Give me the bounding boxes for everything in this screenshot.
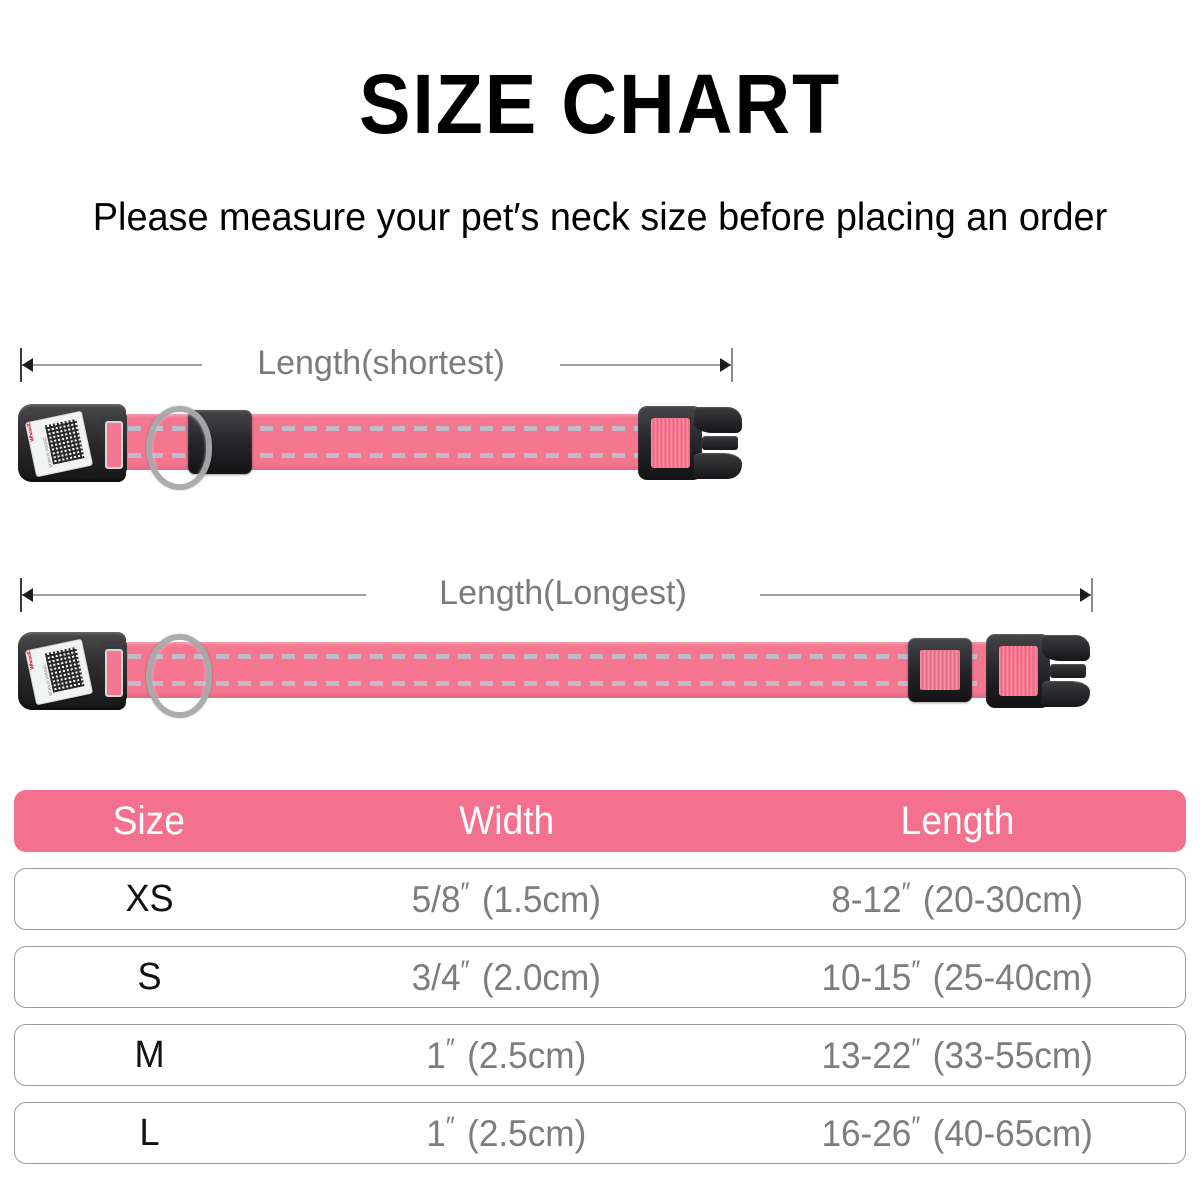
dimension-label-longest: Length(Longest) <box>439 574 687 612</box>
cell-size: M <box>134 1034 165 1076</box>
dimension-arrowhead-right <box>1080 588 1091 602</box>
cell-length-cm: (40-65cm) <box>932 1113 1093 1155</box>
cell-width-cm: (1.5cm) <box>481 879 602 921</box>
buckle-prong-bottom <box>694 453 742 479</box>
inch-mark: ″ <box>911 1111 920 1142</box>
d-ring-icon <box>146 634 212 718</box>
dimension-line-longest: Length(Longest) <box>0 574 1120 612</box>
size-table: Size Width Length XS 5/8″ (1.5cm) 8-12″ (2… <box>14 790 1186 1164</box>
table-row: S 3/4″ (2.0cm) 10-15″ (25-40cm) <box>14 946 1186 1008</box>
cell-length-cm: (33-55cm) <box>932 1035 1093 1077</box>
dimension-longest: Length(Longest) <box>0 574 1120 628</box>
buckle-webbing-slot <box>104 649 123 697</box>
page-subtitle: Please measure your pet′s neck size befo… <box>92 196 1108 239</box>
column-header-size: Size <box>112 799 185 843</box>
dimension-shortest: Length(shortest) <box>0 344 760 398</box>
cell-size: XS <box>125 878 174 920</box>
cell-length: 10-15″ (25-40cm) <box>740 955 1173 999</box>
cell-width: 1″ (2.5cm) <box>295 1111 717 1155</box>
cell-width: 3/4″ (2.0cm) <box>295 955 717 999</box>
cell-length-inches: 10-15 <box>821 957 912 999</box>
inch-mark: ″ <box>460 955 470 986</box>
table-row: L 1″ (2.5cm) 16-26″ (40-65cm) <box>14 1102 1186 1164</box>
cell-size: L <box>139 1112 160 1154</box>
cell-width: 1″ (2.5cm) <box>295 1033 717 1077</box>
cell-length-inches: 13-22 <box>821 1035 912 1077</box>
buckle-window <box>650 417 690 469</box>
column-header-length: Length <box>900 799 1015 843</box>
cell-length-cm: (25-40cm) <box>932 957 1093 999</box>
table-row: M 1″ (2.5cm) 13-22″ (33-55cm) <box>14 1024 1186 1086</box>
cell-width: 5/8″ (1.5cm) <box>295 877 717 921</box>
side-release-buckle-icon <box>638 406 742 480</box>
buckle-body <box>986 634 1051 708</box>
dimension-bar-left <box>22 594 366 596</box>
cell-length: 13-22″ (33-55cm) <box>740 1033 1173 1077</box>
cell-length-cm: (20-30cm) <box>922 879 1083 921</box>
dimension-tick-left <box>20 348 22 382</box>
cell-length-inches: 16-26 <box>821 1113 912 1155</box>
dimension-bar-right <box>560 364 731 366</box>
buckle-with-qr-label-icon: WhoseID SCAN IF FOUND <box>18 404 127 482</box>
buckle-center-tab <box>1050 664 1086 678</box>
dimension-tick-right <box>1091 578 1093 612</box>
cell-width-inches: 5/8 <box>411 879 461 921</box>
buckle-center-tab <box>702 436 738 450</box>
cell-width-inches: 3/4 <box>411 957 461 999</box>
column-header-width: Width <box>458 799 554 843</box>
dimension-label-shortest: Length(shortest) <box>257 344 505 382</box>
cell-length: 8-12″ (20-30cm) <box>740 877 1173 921</box>
inch-mark: ″ <box>445 1033 455 1064</box>
brand-text: WhoseID <box>26 421 37 443</box>
dimension-arrowhead-right <box>720 358 731 372</box>
dimension-arrowhead-left <box>22 588 33 602</box>
inch-mark: ″ <box>901 877 910 908</box>
d-ring-icon <box>146 406 212 490</box>
buckle-prong-top <box>1042 635 1090 661</box>
table-row: XS 5/8″ (1.5cm) 8-12″ (20-30cm) <box>14 868 1186 930</box>
slider-window <box>920 650 960 690</box>
collar-shortest: WhoseID SCAN IF FOUND <box>0 400 760 500</box>
qr-code-label: WhoseID SCAN IF FOUND <box>24 410 94 478</box>
dimension-tick-right <box>731 348 733 382</box>
buckle-body <box>638 406 703 480</box>
dimension-tick-left <box>20 578 22 612</box>
dimension-arrowhead-left <box>22 358 33 372</box>
dimension-line-shortest: Length(shortest) <box>0 344 760 382</box>
buckle-webbing-slot <box>104 421 123 469</box>
qr-code-label: WhoseID SCAN IF FOUND <box>24 638 94 706</box>
brand-text: WhoseID <box>26 649 37 671</box>
buckle-window <box>998 645 1038 697</box>
side-release-buckle-icon <box>986 634 1090 708</box>
buckle-prong-top <box>694 407 742 433</box>
buckle-prong-bottom <box>1042 681 1090 707</box>
page-title: SIZE CHART <box>358 57 842 151</box>
table-header-row: Size Width Length <box>14 790 1186 852</box>
cell-width-cm: (2.5cm) <box>467 1113 587 1155</box>
inch-mark: ″ <box>445 1111 455 1142</box>
cell-width-inches: 1 <box>426 1113 446 1155</box>
collar-longest: WhoseID SCAN IF FOUND <box>0 628 1120 728</box>
buckle-with-qr-label-icon: WhoseID SCAN IF FOUND <box>18 632 127 710</box>
slider-adjuster-icon <box>908 638 972 702</box>
cell-length: 16-26″ (40-65cm) <box>740 1111 1173 1155</box>
cell-width-cm: (2.0cm) <box>481 957 602 999</box>
dimension-bar-right <box>760 594 1091 596</box>
dimension-bar-left <box>22 364 202 366</box>
cell-width-inches: 1 <box>426 1035 446 1077</box>
cell-width-cm: (2.5cm) <box>467 1035 587 1077</box>
cell-length-inches: 8-12 <box>830 879 902 921</box>
inch-mark: ″ <box>911 1033 920 1064</box>
inch-mark: ″ <box>911 955 920 986</box>
cell-size: S <box>137 956 162 998</box>
inch-mark: ″ <box>460 877 470 908</box>
collar-webbing <box>84 642 1046 698</box>
